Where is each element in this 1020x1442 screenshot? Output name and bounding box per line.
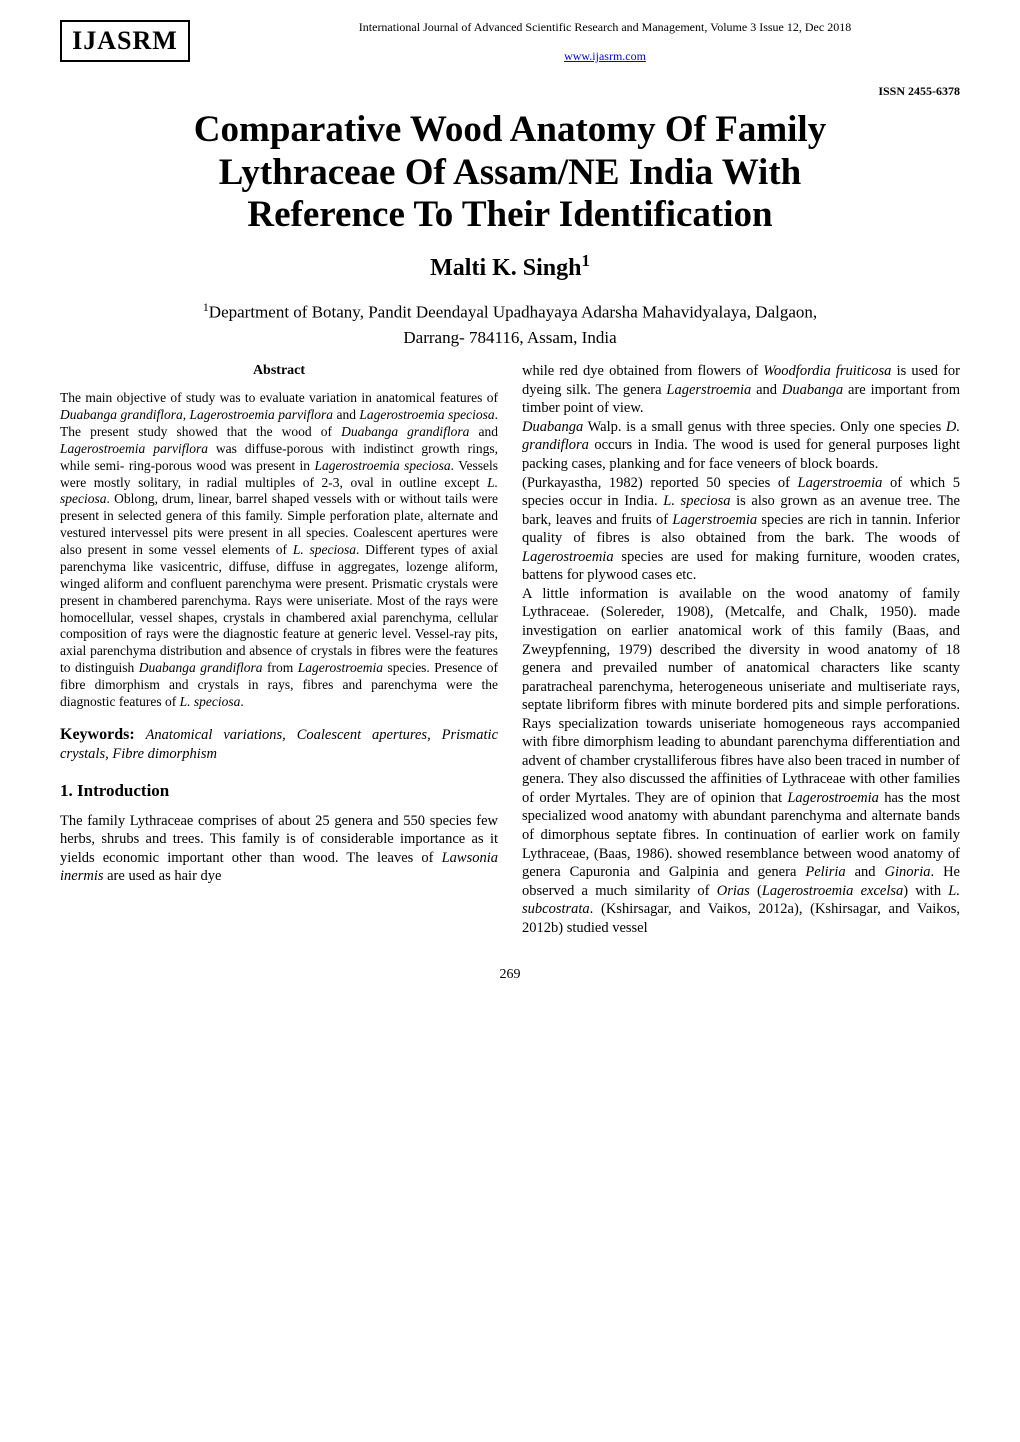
section-heading-introduction: 1. Introduction: [60, 780, 498, 802]
genus-name: Lagerstroemia: [672, 512, 757, 528]
body-text: are used as hair dye: [104, 868, 222, 884]
affiliation-line-2: Darrang- 784116, Assam, India: [60, 328, 960, 348]
body-text: (Purkayastha, 1982) reported 50 species …: [522, 475, 798, 491]
species-name: Lagerostroemia: [298, 660, 383, 675]
abstract-text: .: [240, 694, 243, 709]
keywords-block: Keywords: Anatomical variations, Coalesc…: [60, 725, 498, 764]
abstract-text: The main objective of study was to evalu…: [60, 390, 498, 405]
page-number: 269: [60, 967, 960, 983]
abstract-text: . Different types of axial parenchyma li…: [60, 542, 498, 675]
author-sup: 1: [581, 251, 589, 270]
author-line: Malti K. Singh1: [60, 251, 960, 282]
author-name: Malti K. Singh: [430, 255, 581, 281]
genus-name: Lagerstroemia: [666, 382, 751, 398]
body-paragraph: A little information is available on the…: [522, 585, 960, 937]
species-name: Lagerostroemia speciosa: [359, 407, 494, 422]
body-text: Walp. is a small genus with three specie…: [583, 419, 946, 435]
abstract-text: from: [262, 660, 297, 675]
right-column: while red dye obtained from flowers of W…: [522, 362, 960, 937]
logo-text: IJASRM: [72, 26, 178, 56]
species-name: Lagerostroemia excelsa: [762, 883, 903, 899]
species-name: Woodfordia fruiticosa: [763, 363, 891, 379]
running-head: International Journal of Advanced Scient…: [250, 20, 960, 35]
body-text: The family Lythraceae comprises of about…: [60, 813, 498, 866]
header-row: IJASRM International Journal of Advanced…: [60, 0, 960, 64]
abstract-text: and: [333, 407, 359, 422]
paper-title: Comparative Wood Anatomy Of Family Lythr…: [60, 109, 960, 237]
genus-name: Duabanga: [782, 382, 843, 398]
body-text: and: [846, 864, 885, 880]
genus-name: Duabanga: [522, 419, 583, 435]
affiliation-line-1: 1Department of Botany, Pandit Deendayal …: [60, 300, 960, 323]
species-name: Duabanga grandiflora: [139, 660, 263, 675]
issn-label: ISSN 2455-6378: [60, 84, 960, 99]
abstract-heading: Abstract: [60, 362, 498, 380]
abstract-text: ,: [183, 407, 190, 422]
left-column: Abstract The main objective of study was…: [60, 362, 498, 937]
genus-name: Lagerostroemia: [787, 790, 879, 806]
body-text: (: [750, 883, 762, 899]
two-column-layout: Abstract The main objective of study was…: [60, 362, 960, 937]
body-text: ) with: [903, 883, 948, 899]
body-paragraph: while red dye obtained from flowers of W…: [522, 362, 960, 418]
genus-name: Lagerstroemia: [798, 475, 883, 491]
body-text: and: [751, 382, 782, 398]
abstract-body: The main objective of study was to evalu…: [60, 390, 498, 711]
body-paragraph: Duabanga Walp. is a small genus with thr…: [522, 418, 960, 474]
title-line-3: Reference To Their Identification: [247, 194, 772, 235]
species-name: Duabanga grandiflora: [60, 407, 183, 422]
species-name: L. speciosa: [293, 542, 356, 557]
body-paragraph: (Purkayastha, 1982) reported 50 species …: [522, 474, 960, 585]
body-text: A little information is available on the…: [522, 586, 960, 806]
abstract-text: and: [469, 424, 498, 439]
genus-name: Orias: [717, 883, 750, 899]
species-name: Duabanga grandiflora: [341, 424, 469, 439]
page: IJASRM International Journal of Advanced…: [0, 0, 1020, 1023]
genus-name: Lagerostroemia: [522, 549, 614, 565]
species-name: L. speciosa: [180, 694, 241, 709]
title-line-1: Comparative Wood Anatomy Of Family: [194, 109, 826, 150]
affil-text-1: Department of Botany, Pandit Deendayal U…: [209, 302, 817, 321]
species-name: Lagerostroemia parviflora: [190, 407, 333, 422]
title-line-2: Lythraceae Of Assam/NE India With: [219, 152, 801, 193]
species-name: Lagerostroemia speciosa: [314, 458, 450, 473]
species-name: Lagerostroemia parviflora: [60, 441, 208, 456]
keywords-label: Keywords:: [60, 726, 135, 743]
genus-name: Ginoria: [885, 864, 931, 880]
journal-link[interactable]: www.ijasrm.com: [564, 49, 646, 63]
body-text: while red dye obtained from flowers of: [522, 363, 763, 379]
genus-name: Peliria: [805, 864, 845, 880]
intro-paragraph: The family Lythraceae comprises of about…: [60, 812, 498, 886]
journal-logo: IJASRM: [60, 20, 190, 62]
species-name: L. speciosa: [663, 493, 730, 509]
header-text-block: International Journal of Advanced Scient…: [190, 20, 960, 64]
